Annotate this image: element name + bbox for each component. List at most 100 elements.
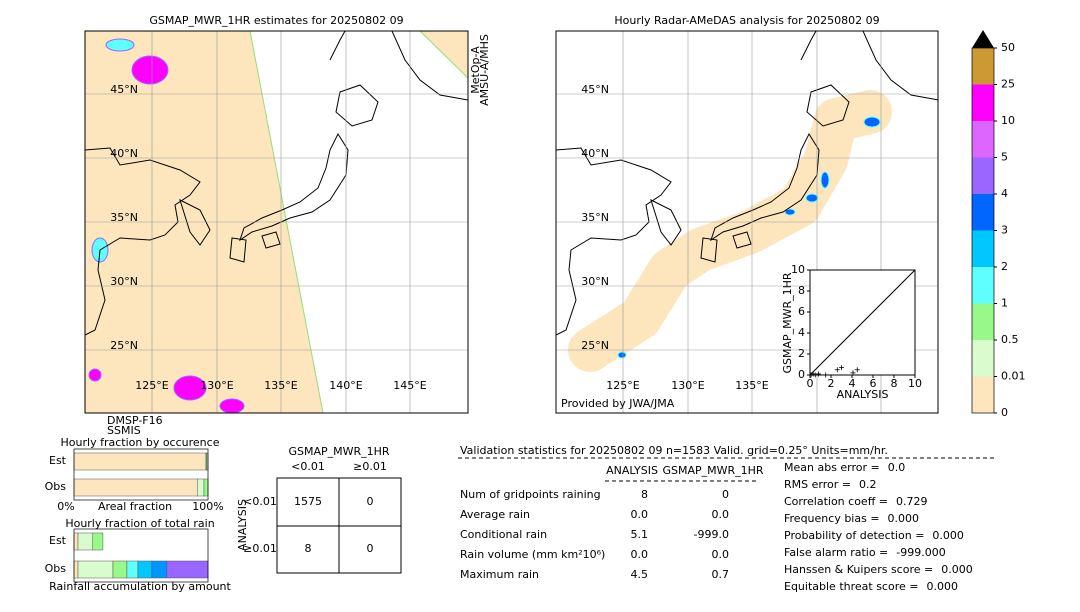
stat-value: 0.0 [712,548,730,561]
y-tick-label: 0 [798,368,805,381]
table-cell: 8 [305,542,312,555]
rain-cell [805,193,819,203]
table-cell: 0 [367,495,374,508]
score-label: RMS error = [784,478,851,491]
stat-value: 5.1 [631,528,649,541]
stat-label: Maximum rain [460,568,539,581]
score-label: False alarm ratio = [784,546,888,559]
lon-label: 125°E [606,379,639,392]
diagonal [809,269,916,376]
x-tick-label: 8 [891,377,898,390]
satellite-label: DMSP-F16 [107,414,163,427]
satellite-label: MetOp-A [469,46,482,94]
colorbar-segment [972,376,994,413]
lat-label: 40°N [110,147,138,160]
fraction-segment [203,478,209,497]
colorbar-label: 50 [1001,41,1015,54]
colorbar-segment [972,267,994,304]
colorbar-label: 1 [1001,297,1008,310]
fraction-segment [197,478,205,497]
colorbar-segment [972,303,994,340]
stat-value: 0.0 [631,548,649,561]
satellite-label: AMSU-A/MHS [478,34,491,106]
colorbar-label: 10 [1001,114,1015,127]
fraction-segment [92,532,104,551]
col-header: ANALYSIS [606,464,658,477]
colorbar-label: 0.5 [1001,333,1019,346]
colorbar-segment [972,230,994,267]
rain-cell [863,116,881,128]
colorbar-label: 3 [1001,224,1008,237]
score-value: 0.000 [941,563,973,576]
row-label: Obs [45,562,67,575]
stat-value: 4.5 [631,568,649,581]
stat-value: 0.0 [712,508,730,521]
scatter-point [812,372,818,378]
stat-value: 0.7 [712,568,730,581]
lon-label: 135°E [264,379,297,392]
x-tick-label: 6 [870,377,877,390]
colorbar-segment [972,84,994,121]
lon-label: 130°E [200,379,233,392]
lat-label: 30°N [581,275,609,288]
x-tick-label: 0 [807,377,814,390]
row-label: ≥0.01 [243,542,277,555]
stat-label: Average rain [460,508,530,521]
stat-value: 0 [722,488,729,501]
x-axis-label: ANALYSIS [837,388,889,401]
map-title: GSMAP_MWR_1HR estimates for 20250802 09 [149,14,403,27]
lat-label: 25°N [581,339,609,352]
fraction-segment [126,560,139,579]
colorbar-segment [972,340,994,377]
scatter-point [823,372,829,378]
panel-frame [73,528,209,583]
lat-label: 30°N [110,275,138,288]
table-cell: 0 [367,542,374,555]
score-value: 0.000 [888,512,920,525]
score-value: 0.000 [932,529,964,542]
y-axis-label: GSMAP_MWR_1HR [781,272,794,373]
score-label: Mean abs error = [784,461,880,474]
scatter-point [810,371,816,377]
rain-cell [219,398,245,413]
fraction-segment [166,560,209,579]
rain-cell [173,375,207,401]
rain-cell [784,208,796,216]
map-frame [555,30,939,414]
scatter-point [839,365,844,371]
y-tick-label: 2 [798,347,805,360]
fraction-segment [73,560,79,579]
fraction-segment [151,560,168,579]
axis-label: Areal fraction [98,500,172,513]
fraction-segment [77,560,114,579]
score-label: Probability of detection = [784,529,924,542]
score-label: Correlation coeff = [784,495,888,508]
stat-value: -999.0 [694,528,729,541]
fraction-segment [73,452,207,471]
fraction-segment [112,560,128,579]
lon-label: 140°E [329,379,362,392]
fraction-segment [77,532,94,551]
x-tick-label: 10 [908,377,922,390]
x-tick-label: 4 [849,377,856,390]
stat-label: Rain volume (mm km²10⁶) [460,548,605,561]
y-tick-label: 10 [791,263,805,276]
score-value: 0.729 [896,495,928,508]
colorbar-extend [972,30,994,48]
row-axis-label: ANALYSIS [236,499,249,551]
score-value: 0.000 [926,580,958,593]
map-title: Hourly Radar-AMeDAS analysis for 2025080… [614,14,879,27]
stats-header: Validation statistics for 20250802 09 n=… [460,444,888,457]
score-label: Equitable threat score = [784,580,918,593]
stat-value: 0.0 [631,508,649,521]
row-label: Est [49,534,67,547]
axis-label: Rainfall accumulation by amount [49,580,231,593]
colorbar-label: 0 [1001,406,1008,419]
lat-label: 35°N [581,211,609,224]
axis-label: 0% [57,500,74,513]
lat-label: 40°N [581,147,609,160]
scatter-point [834,367,840,373]
map-frame [84,30,469,414]
